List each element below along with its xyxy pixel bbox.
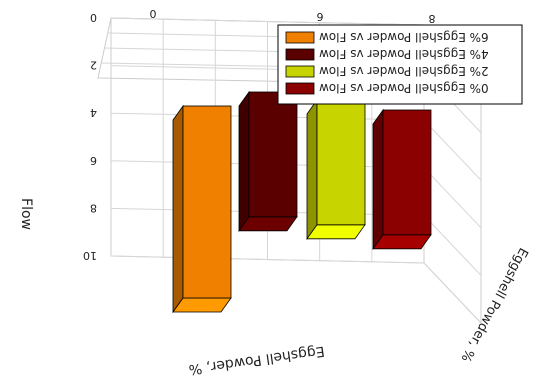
bar-top-face <box>372 234 432 250</box>
x-axis-label: Eggshell Powder, % <box>188 343 326 378</box>
x-tick-label: 8 <box>429 12 436 25</box>
bar-3 <box>172 104 232 314</box>
bar-front-face <box>316 99 366 226</box>
legend-label: 4% Eggshell Powder vs Flow <box>319 47 489 61</box>
gridline-side <box>423 215 482 276</box>
bar-front-face <box>182 105 232 299</box>
bar-top-face <box>172 297 232 313</box>
y-tick-label: 8 <box>90 201 97 214</box>
bar-1 <box>306 98 366 241</box>
bar-side-face <box>306 98 318 241</box>
x-tick-label: 6 <box>317 10 324 23</box>
gridline-side <box>423 167 482 229</box>
legend-label: 0% Eggshell Powder vs Flow <box>319 81 489 95</box>
y-tick-label: 6 <box>90 154 97 167</box>
bar-front-face <box>248 91 298 218</box>
legend-swatch <box>285 48 315 61</box>
bar-top-face <box>238 216 298 232</box>
y-tick-label: 0 <box>90 11 97 24</box>
gridline-side <box>423 119 482 181</box>
bar-0 <box>372 108 432 251</box>
bar-2 <box>238 90 298 233</box>
bar-side-face <box>372 108 384 251</box>
gridline-side <box>423 262 482 324</box>
legend-swatch <box>285 82 315 95</box>
legend-label: 6% Eggshell Powder vs Flow <box>319 30 489 44</box>
y-tick-label: 2 <box>90 59 97 72</box>
legend-swatch <box>285 31 315 44</box>
bars <box>172 90 432 314</box>
y-tick-label: 10 <box>83 249 97 262</box>
bar-side-face <box>238 90 250 233</box>
legend-box <box>277 24 523 105</box>
legend: 0% Eggshell Powder vs Flow 2% Eggshell Po… <box>277 24 523 105</box>
bar-front-face <box>382 109 432 236</box>
legend-label: 2% Eggshell Powder vs Flow <box>319 64 489 78</box>
y-axis-label: Flow <box>18 198 34 230</box>
legend-swatch <box>285 65 315 78</box>
bar-side-face <box>172 104 184 314</box>
x-tick-label: 0 <box>150 7 157 20</box>
y-tick-label: 4 <box>90 106 97 119</box>
bar-top-face <box>306 224 366 240</box>
